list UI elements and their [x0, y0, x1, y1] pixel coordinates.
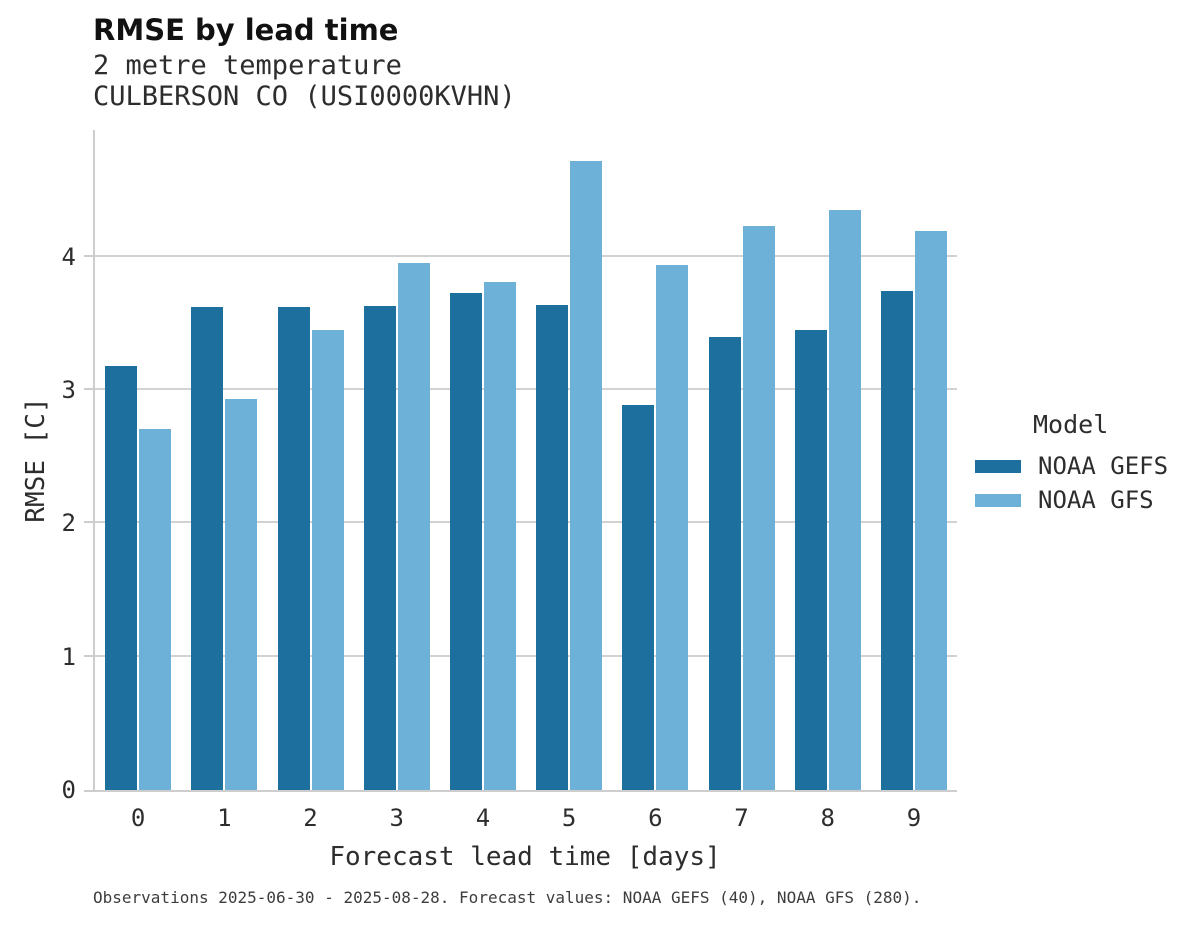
bar-group-lead-5 [526, 130, 612, 790]
bar-noaa-gefs-lead-8 [794, 330, 827, 790]
x-tick-label-4: 4 [475, 804, 491, 832]
y-tick-mark-0 [84, 790, 93, 792]
bar-group-lead-9 [871, 130, 957, 790]
x-tick-label-5: 5 [561, 804, 577, 832]
x-tick-label-0: 0 [130, 804, 146, 832]
legend-swatch-1 [975, 493, 1021, 507]
bar-noaa-gfs-lead-9 [914, 231, 947, 790]
bar-noaa-gfs-lead-7 [742, 226, 775, 790]
gridline-y-3 [95, 388, 957, 390]
x-axis-title: Forecast lead time [days] [329, 842, 721, 872]
bar-group-lead-8 [785, 130, 871, 790]
bar-group-lead-6 [612, 130, 698, 790]
bar-noaa-gfs-lead-1 [225, 399, 258, 790]
bar-group-lead-3 [354, 130, 440, 790]
bar-groups [95, 130, 957, 790]
bar-noaa-gefs-lead-2 [277, 307, 310, 790]
legend-item-noaa-gefs: NOAA GEFS [975, 449, 1190, 483]
legend-label-1: NOAA GFS [1038, 486, 1154, 514]
bar-noaa-gefs-lead-3 [363, 306, 396, 790]
bar-group-lead-1 [181, 130, 267, 790]
plot-area [84, 130, 957, 792]
bar-noaa-gefs-lead-9 [880, 291, 913, 790]
bar-group-lead-4 [440, 130, 526, 790]
bar-noaa-gfs-lead-3 [397, 263, 430, 790]
x-tick-label-3: 3 [389, 804, 404, 832]
gridline-y-4 [95, 254, 957, 257]
legend-item-noaa-gfs: NOAA GFS [975, 483, 1190, 517]
footnote: Observations 2025-06-30 - 2025-08-28. Fo… [93, 888, 922, 907]
legend-label-0: NOAA GEFS [1038, 452, 1169, 480]
y-axis-tick-labels: 0 1 2 3 4 [0, 130, 76, 804]
x-tick-label-9: 9 [906, 804, 922, 832]
legend: Model NOAA GEFS NOAA GFS [975, 410, 1190, 517]
y-tick-label-0: 0 [61, 776, 76, 804]
x-tick-label-6: 6 [648, 804, 663, 832]
y-tick-mark-3 [84, 388, 93, 390]
bar-group-lead-7 [698, 130, 784, 790]
legend-title: Model [1033, 410, 1109, 439]
y-tick-label-3: 3 [61, 376, 76, 404]
y-tick-label-1: 1 [61, 642, 76, 671]
bar-noaa-gefs-lead-5 [536, 304, 569, 790]
gridline-y-1 [95, 654, 957, 657]
x-tick-label-2: 2 [303, 804, 318, 832]
bar-noaa-gfs-lead-4 [483, 282, 516, 790]
y-tick-mark-1 [84, 654, 93, 657]
bar-noaa-gefs-lead-1 [191, 307, 224, 790]
y-tick-label-2: 2 [61, 509, 76, 538]
chart-subtitle-station: CULBERSON CO (USI0000KVHN) [93, 81, 516, 112]
bar-noaa-gefs-lead-6 [622, 404, 655, 790]
bar-noaa-gfs-lead-0 [139, 428, 172, 790]
bar-group-lead-2 [267, 130, 353, 790]
chart-subtitle-variable: 2 metre temperature [93, 50, 402, 81]
bar-noaa-gfs-lead-2 [311, 330, 344, 790]
bar-noaa-gfs-lead-8 [828, 210, 861, 790]
y-tick-mark-4 [84, 254, 93, 257]
y-tick-label-4: 4 [61, 242, 76, 271]
legend-swatch-0 [975, 459, 1021, 473]
bar-noaa-gefs-lead-7 [708, 336, 741, 790]
bar-group-lead-0 [95, 130, 181, 790]
y-tick-mark-2 [84, 521, 93, 524]
x-axis-tick-labels: 0 1 2 3 4 5 6 7 8 9 [95, 804, 957, 832]
x-tick-label-8: 8 [820, 804, 835, 832]
x-tick-label-1: 1 [217, 804, 232, 832]
bar-noaa-gfs-lead-5 [570, 160, 603, 790]
bar-noaa-gefs-lead-4 [449, 292, 482, 790]
x-tick-label-7: 7 [734, 804, 749, 832]
bar-noaa-gefs-lead-0 [105, 366, 138, 790]
gridline-y-2 [95, 521, 957, 524]
bar-noaa-gfs-lead-6 [656, 264, 689, 790]
legend-items: NOAA GEFS NOAA GFS [975, 449, 1190, 517]
chart-title: RMSE by lead time [93, 13, 399, 47]
